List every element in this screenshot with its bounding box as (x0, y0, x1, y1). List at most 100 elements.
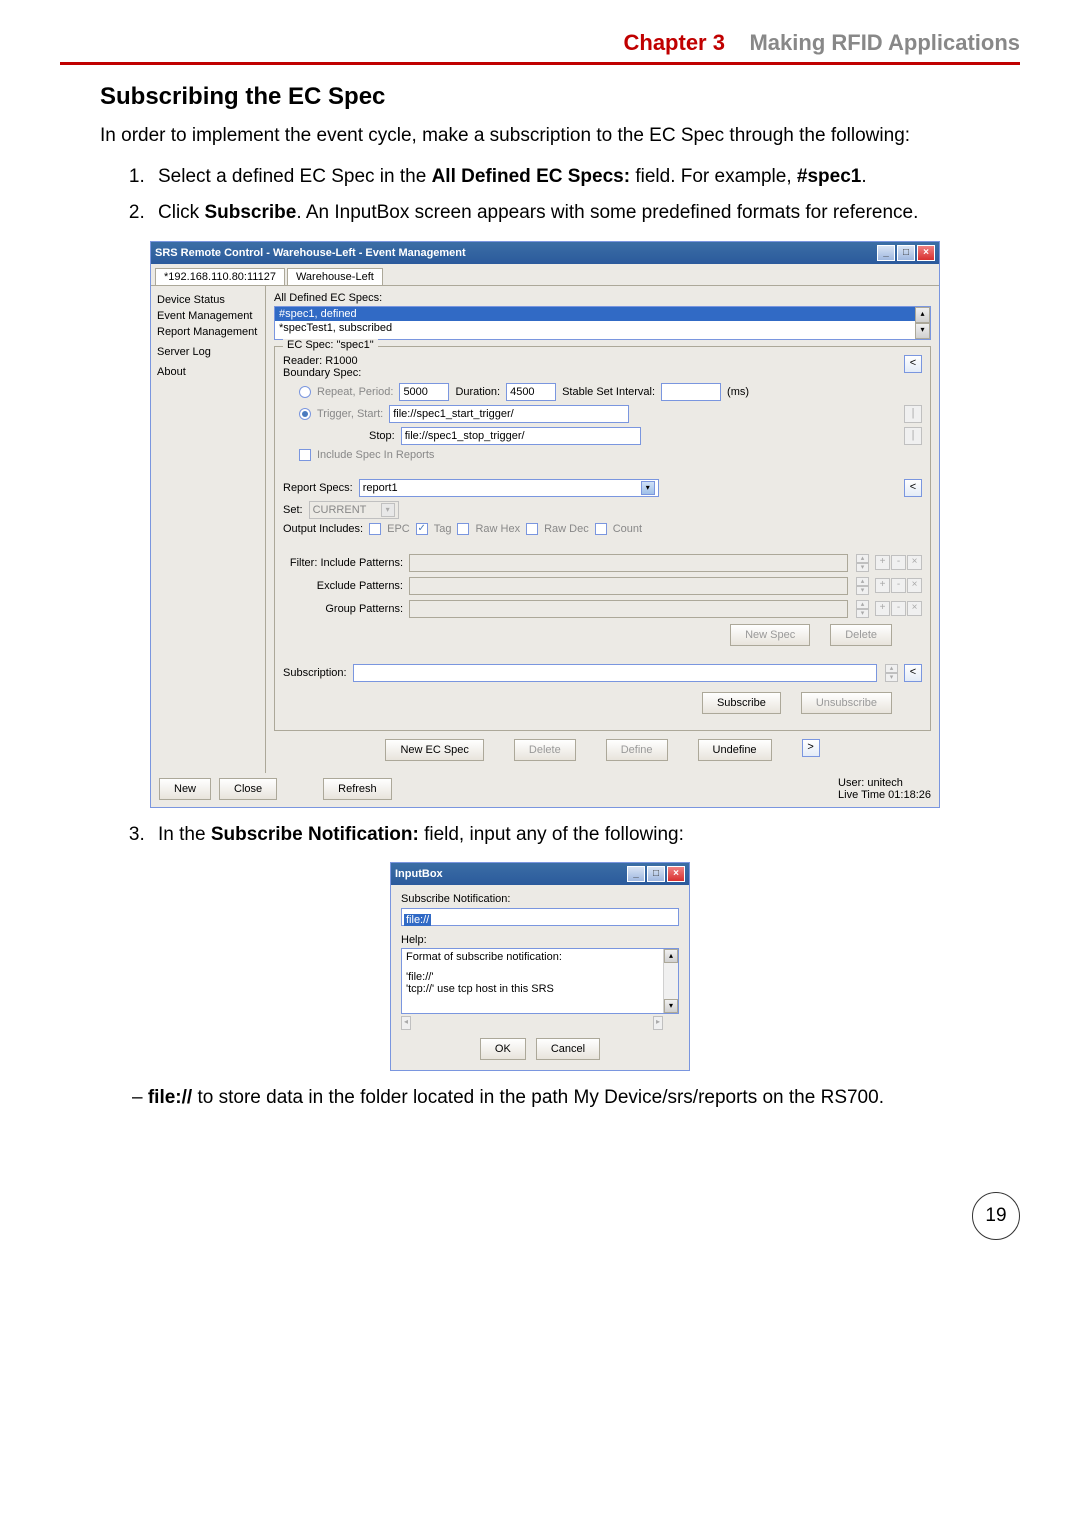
undefine-button[interactable]: Undefine (698, 739, 772, 761)
scroll-up-icon[interactable]: ▴ (915, 307, 930, 323)
stable-input[interactable] (661, 383, 721, 401)
duration-input[interactable] (506, 383, 556, 401)
minimize-button[interactable]: _ (627, 866, 645, 882)
minimize-button[interactable]: _ (877, 245, 895, 261)
group-patterns-label: Group Patterns: (283, 603, 403, 615)
steps-list-continued: In the Subscribe Notification: field, in… (60, 822, 1020, 849)
subscription-input[interactable] (353, 664, 877, 682)
remove-button[interactable]: - (891, 555, 906, 570)
close-button[interactable]: × (917, 245, 935, 261)
subscribe-notification-input[interactable]: file:// (401, 908, 679, 926)
scroll-up-icon[interactable]: ▴ (664, 949, 678, 963)
add-button[interactable]: + (875, 601, 890, 616)
scroll-down-icon[interactable]: ▾ (915, 323, 930, 339)
refresh-button[interactable]: Refresh (323, 778, 392, 800)
delete-spec-button[interactable]: Delete (830, 624, 892, 646)
define-button[interactable]: Define (606, 739, 668, 761)
window-titlebar: SRS Remote Control - Warehouse-Left - Ev… (151, 242, 939, 264)
spinner[interactable]: ▴▾ (856, 600, 869, 618)
remove-button[interactable]: - (891, 578, 906, 593)
sidebar: Device Status Event Management Report Ma… (151, 286, 266, 773)
ec-spec-group: EC Spec: "spec1" Reader: R1000 Boundary … (274, 346, 931, 731)
reader-label: Reader: R1000 (283, 355, 904, 367)
more-button[interactable]: > (802, 739, 820, 757)
rawhex-checkbox[interactable] (457, 523, 469, 535)
duration-label: Duration: (455, 386, 500, 398)
step-3: In the Subscribe Notification: field, in… (150, 822, 1020, 849)
chevron-down-icon[interactable]: ▾ (641, 481, 655, 495)
add-button[interactable]: + (875, 578, 890, 593)
sidebar-item-about[interactable]: About (157, 364, 259, 380)
cancel-button[interactable]: Cancel (536, 1038, 600, 1060)
sidebar-item-report-management[interactable]: Report Management (157, 324, 259, 340)
period-input[interactable] (399, 383, 449, 401)
start-input[interactable] (389, 405, 629, 423)
list-scroll[interactable]: ▴ ▾ (915, 307, 930, 339)
new-ec-spec-button[interactable]: New EC Spec (385, 739, 483, 761)
subscribe-button[interactable]: Subscribe (702, 692, 781, 714)
clear-button[interactable]: × (907, 601, 922, 616)
tab-ip[interactable]: *192.168.110.80:11127 (155, 268, 285, 285)
scroll-right-icon[interactable]: ▸ (653, 1016, 663, 1030)
clear-button[interactable]: × (907, 555, 922, 570)
count-checkbox[interactable] (595, 523, 607, 535)
tab-warehouse[interactable]: Warehouse-Left (287, 268, 383, 285)
new-spec-button[interactable]: New Spec (730, 624, 810, 646)
event-management-window: SRS Remote Control - Warehouse-Left - Ev… (150, 241, 940, 808)
close-button[interactable]: × (667, 866, 685, 882)
section-title: Subscribing the EC Spec (60, 83, 1020, 111)
stop-input[interactable] (401, 427, 641, 445)
close-conn-button[interactable]: Close (219, 778, 277, 800)
maximize-button[interactable]: □ (897, 245, 915, 261)
include-patterns-label: Filter: Include Patterns: (283, 557, 403, 569)
exclude-patterns-label: Exclude Patterns: (283, 580, 403, 592)
scroll-left-icon[interactable]: ◂ (401, 1016, 411, 1030)
ok-button[interactable]: OK (480, 1038, 526, 1060)
remove-button[interactable]: - (891, 601, 906, 616)
help-textarea[interactable]: Format of subscribe notification: 'file:… (401, 948, 679, 1014)
sidebar-item-server-log[interactable]: Server Log (157, 344, 259, 360)
group-patterns-input[interactable] (409, 600, 848, 618)
trigger-start-label: Trigger, Start: (317, 408, 383, 420)
delete-button[interactable]: Delete (514, 739, 576, 761)
new-button[interactable]: New (159, 778, 211, 800)
epc-checkbox[interactable] (369, 523, 381, 535)
spinner[interactable]: ▴▾ (885, 664, 898, 682)
spinner[interactable]: ▴▾ (856, 577, 869, 595)
include-patterns-input[interactable] (409, 554, 848, 572)
inputbox-window: InputBox _ □ × Subscribe Notification: f… (390, 862, 690, 1071)
rawdec-checkbox[interactable] (526, 523, 538, 535)
status-text: User: unitech Live Time 01:18:26 (838, 777, 931, 801)
all-defined-ec-specs-list[interactable]: #spec1, defined *specTest1, subscribed ▴… (274, 306, 931, 340)
sidebar-item-event-management[interactable]: Event Management (157, 308, 259, 324)
maximize-button[interactable]: □ (647, 866, 665, 882)
file-bullet: – file:// to store data in the folder lo… (60, 1085, 1020, 1112)
stop-picker-button[interactable]: | (904, 427, 922, 445)
help-scroll[interactable]: ▴ ▾ (663, 949, 678, 1013)
add-button[interactable]: + (875, 555, 890, 570)
start-picker-button[interactable]: | (904, 405, 922, 423)
repeat-radio[interactable] (299, 386, 311, 398)
ec-spec-group-title: EC Spec: "spec1" (283, 339, 378, 351)
trigger-radio[interactable] (299, 408, 311, 420)
inputbox-titlebar: InputBox _ □ × (391, 863, 689, 885)
window-title: SRS Remote Control - Warehouse-Left - Ev… (155, 247, 466, 259)
expand-button[interactable]: < (904, 355, 922, 373)
step-1: Select a defined EC Spec in the All Defi… (150, 164, 1020, 191)
subscription-expand-button[interactable]: < (904, 664, 922, 682)
report-specs-label: Report Specs: (283, 482, 353, 494)
sidebar-item-device-status[interactable]: Device Status (157, 292, 259, 308)
unsubscribe-button[interactable]: Unsubscribe (801, 692, 892, 714)
set-combo[interactable]: CURRENT ▾ (309, 501, 399, 519)
include-reports-checkbox[interactable] (299, 449, 311, 461)
report-specs-expand-button[interactable]: < (904, 479, 922, 497)
tag-checkbox[interactable] (416, 523, 428, 535)
spec-row-selected[interactable]: #spec1, defined (275, 307, 930, 321)
report-specs-combo[interactable]: report1 ▾ (359, 479, 659, 497)
clear-button[interactable]: × (907, 578, 922, 593)
chevron-down-icon[interactable]: ▾ (381, 503, 395, 517)
scroll-down-icon[interactable]: ▾ (664, 999, 678, 1013)
exclude-patterns-input[interactable] (409, 577, 848, 595)
spec-row[interactable]: *specTest1, subscribed (275, 321, 930, 335)
spinner[interactable]: ▴▾ (856, 554, 869, 572)
